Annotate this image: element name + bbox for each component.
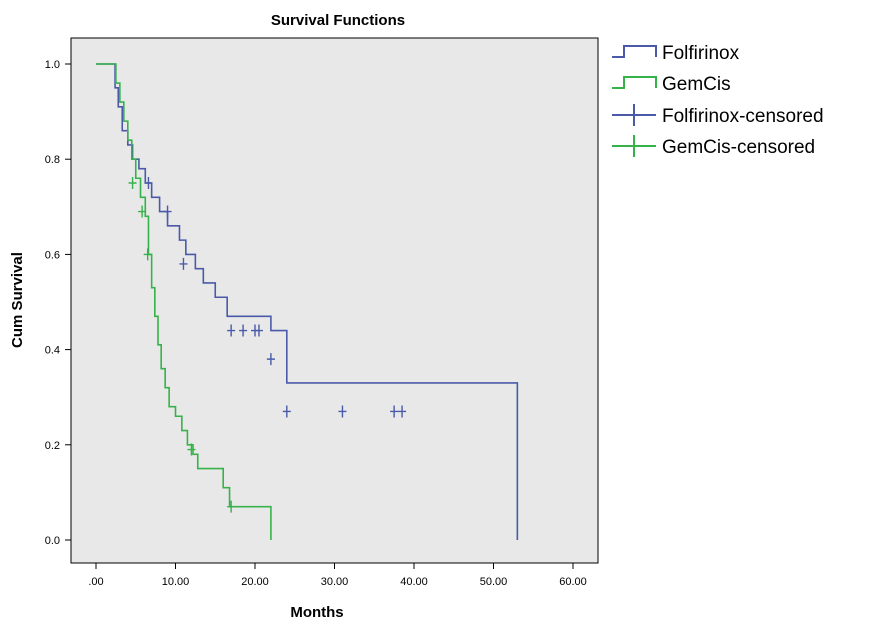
- legend-item-folfirinox: Folfirinox: [612, 43, 740, 64]
- y-tick-label: 0.8: [45, 154, 60, 166]
- censor-mark-folfirinox: [254, 324, 263, 337]
- y-tick-label: 1.0: [45, 59, 60, 71]
- legend-label-folfirinox-censored: Folfirinox-censored: [662, 106, 824, 127]
- legend-label-gemcis-censored: GemCis-censored: [662, 137, 815, 158]
- censor-mark-folfirinox: [390, 405, 399, 418]
- x-tick-label: .00: [88, 576, 103, 588]
- y-tick-label: 0.4: [45, 345, 60, 357]
- censor-marks: [128, 177, 407, 513]
- censor-mark-folfirinox: [144, 177, 153, 189]
- legend-item-gemcis: GemCis: [612, 74, 731, 95]
- censor-mark-gemcis: [187, 443, 196, 456]
- x-tick-label: 10.00: [162, 576, 190, 588]
- legend-swatch-folfirinox: [612, 45, 657, 58]
- x-tick-label: 60.00: [559, 576, 587, 588]
- legend-swatch-folfirinox-censored: [612, 104, 656, 126]
- legend: Folfirinox GemCis Folfirinox-censored Ge…: [612, 43, 824, 158]
- legend-label-gemcis: GemCis: [662, 74, 731, 95]
- legend-label-folfirinox: Folfirinox: [662, 43, 740, 64]
- censor-mark-folfirinox: [398, 405, 407, 418]
- x-tick-label: 20.00: [241, 576, 269, 588]
- censor-mark-folfirinox: [338, 405, 347, 418]
- axis-ticks: .00 10.00 20.00 30.00 40.00 50.00 60.00 0.0 0.2 0…: [45, 59, 587, 588]
- censor-mark-folfirinox: [179, 257, 188, 270]
- censor-mark-folfirinox: [227, 324, 236, 337]
- censor-mark-folfirinox: [282, 405, 291, 418]
- x-tick-label: 40.00: [400, 576, 428, 588]
- y-axis-title: Cum Survival: [9, 252, 26, 348]
- censor-mark-gemcis: [138, 205, 147, 218]
- y-tick-label: 0.0: [45, 535, 60, 547]
- chart-title: Survival Functions: [271, 12, 405, 29]
- y-tick-label: 0.2: [45, 440, 60, 452]
- legend-item-gemcis-censored: GemCis-censored: [612, 135, 815, 158]
- y-tick-label: 0.6: [45, 249, 60, 261]
- censor-mark-folfirinox: [239, 324, 248, 337]
- legend-swatch-gemcis-censored: [612, 135, 656, 157]
- legend-item-folfirinox-censored: Folfirinox-censored: [612, 104, 824, 127]
- x-tick-label: 30.00: [321, 576, 349, 588]
- legend-swatch-gemcis: [612, 76, 657, 89]
- censor-mark-gemcis: [128, 177, 137, 189]
- x-axis-title: Months: [290, 604, 343, 621]
- curve-gemcis: [96, 63, 272, 540]
- censor-mark-gemcis: [143, 248, 152, 261]
- plot-area: [70, 37, 599, 564]
- x-tick-label: 50.00: [480, 576, 508, 588]
- censor-mark-folfirinox: [163, 205, 172, 218]
- censor-mark-folfirinox: [266, 353, 275, 366]
- censor-mark-gemcis: [227, 500, 236, 513]
